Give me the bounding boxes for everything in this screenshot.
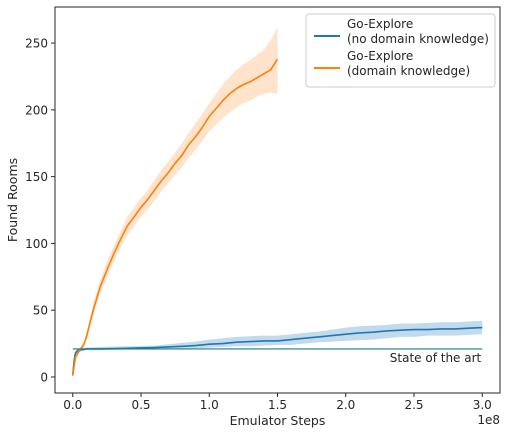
x-axis-offset-label: 1e8 <box>477 413 500 427</box>
x-tick-label: 2.5 <box>404 398 423 412</box>
y-tick-label: 250 <box>25 37 48 51</box>
y-tick-label: 200 <box>25 103 48 117</box>
confidence-bands <box>72 27 483 377</box>
y-tick-label: 150 <box>25 170 48 184</box>
legend-label-line: Go-Explore <box>347 17 413 31</box>
y-axis-ticks: 0 50 100 150 200 250 <box>25 37 55 384</box>
legend-label-1: Go-Explore (no domain knowledge) <box>347 17 489 46</box>
x-tick-label: 1.5 <box>268 398 287 412</box>
legend-label-line: (no domain knowledge) <box>347 32 489 46</box>
series-2-line <box>71 58 279 376</box>
series-2-band <box>72 27 278 377</box>
y-axis-title: Found Rooms <box>5 158 20 242</box>
y-tick-label: 50 <box>33 304 48 318</box>
x-tick-label: 0.0 <box>63 398 82 412</box>
y-tick-label: 0 <box>40 370 48 384</box>
legend: Go-Explore (no domain knowledge)Go-Explor… <box>305 13 496 88</box>
legend-label-line: Go-Explore <box>347 49 413 63</box>
legend-box <box>305 13 496 88</box>
legend-label-2: Go-Explore (domain knowledge) <box>347 49 470 78</box>
state-of-the-art-label: State of the art <box>390 351 482 365</box>
y-tick-label: 100 <box>25 237 48 251</box>
x-tick-label: 3.0 <box>473 398 492 412</box>
x-axis-title: Emulator Steps <box>230 413 326 428</box>
x-tick-label: 1.0 <box>200 398 219 412</box>
x-tick-label: 0.5 <box>131 398 150 412</box>
x-tick-label: 2.0 <box>336 398 355 412</box>
legend-label-line: (domain knowledge) <box>347 64 470 78</box>
x-axis-ticks: 0.0 0.5 1.0 1.5 2.0 2.5 3.0 <box>63 393 492 412</box>
series-1-band <box>72 320 483 377</box>
